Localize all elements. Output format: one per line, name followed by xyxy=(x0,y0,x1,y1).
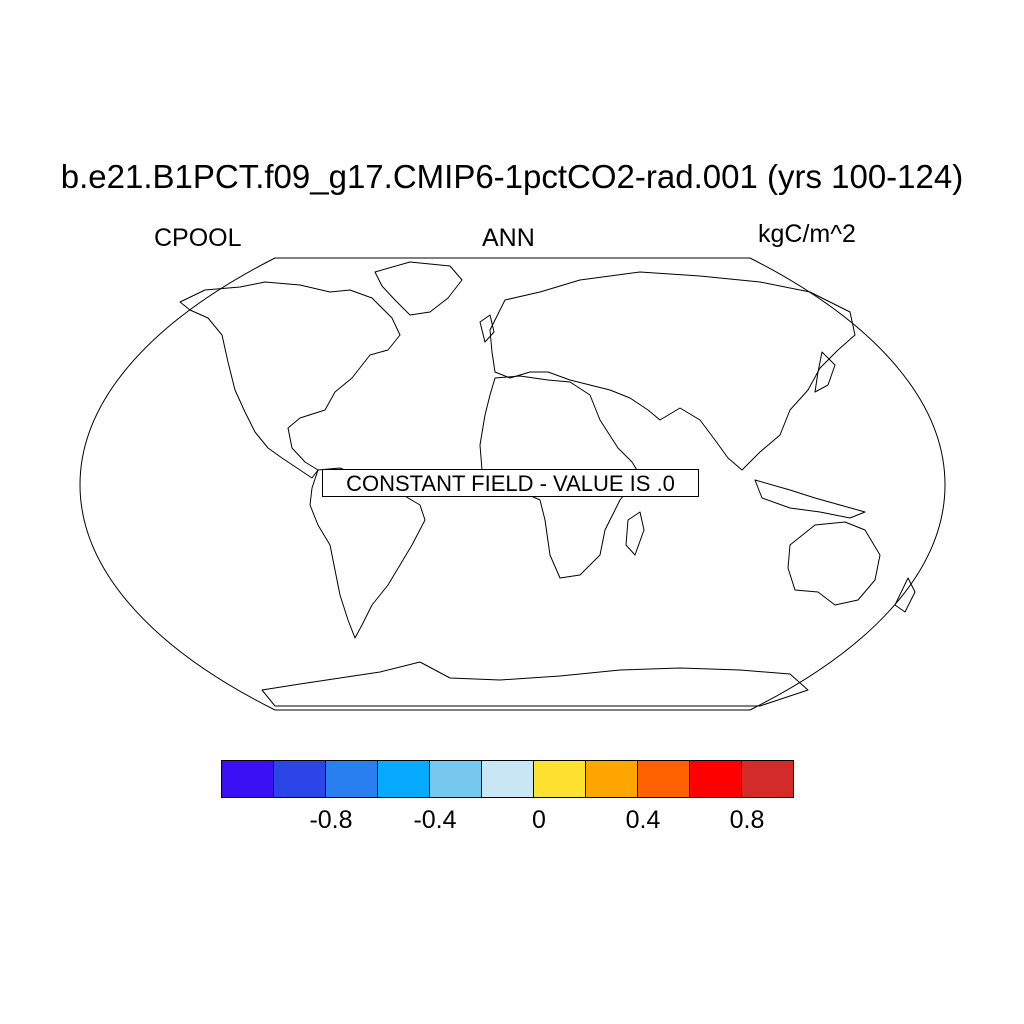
variable-label: CPOOL xyxy=(154,224,242,252)
colorbar-swatch xyxy=(429,760,482,798)
colorbar-swatch xyxy=(637,760,690,798)
north-america-coast xyxy=(179,281,401,479)
colorbar-swatch xyxy=(377,760,430,798)
australia-coast xyxy=(787,521,881,606)
africa-coast xyxy=(479,375,641,579)
constant-field-annotation: CONSTANT FIELD - VALUE IS .0 xyxy=(322,469,699,497)
colorbar-swatch xyxy=(585,760,638,798)
eurasia-coast xyxy=(489,271,856,471)
colorbar-swatch xyxy=(481,760,534,798)
indonesia-coast xyxy=(754,479,866,519)
colorbar-tick-label: 0.4 xyxy=(625,806,661,834)
plot-title: b.e21.B1PCT.f09_g17.CMIP6-1pctCO2-rad.00… xyxy=(60,158,964,195)
colorbar-swatch xyxy=(273,760,326,798)
coastlines xyxy=(179,261,916,707)
colorbar-swatch xyxy=(325,760,378,798)
britain-coast xyxy=(479,314,495,343)
colorbar-tick-label: 0.8 xyxy=(729,806,765,834)
greenland-coast xyxy=(374,261,463,316)
colorbar-swatch xyxy=(533,760,586,798)
japan-coast xyxy=(814,351,836,393)
colorbar xyxy=(221,760,794,798)
map-outline xyxy=(79,257,946,711)
colorbar-tick-label: -0.4 xyxy=(413,806,457,834)
units-label: kgC/m^2 xyxy=(758,220,856,248)
madagascar-coast xyxy=(625,511,645,556)
colorbar-swatch xyxy=(741,760,794,798)
colorbar-swatch xyxy=(689,760,742,798)
colorbar-swatch xyxy=(221,760,274,798)
season-label: ANN xyxy=(482,224,535,252)
new-zealand-coast xyxy=(894,577,916,613)
colorbar-tick-label: 0 xyxy=(532,806,546,834)
colorbar-tick-label: -0.8 xyxy=(309,806,353,834)
antarctica-coast xyxy=(261,661,809,707)
